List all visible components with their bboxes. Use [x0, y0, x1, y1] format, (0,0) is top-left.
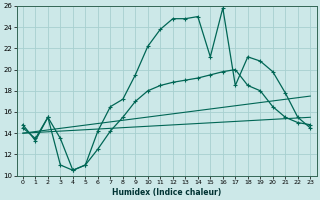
- X-axis label: Humidex (Indice chaleur): Humidex (Indice chaleur): [112, 188, 221, 197]
